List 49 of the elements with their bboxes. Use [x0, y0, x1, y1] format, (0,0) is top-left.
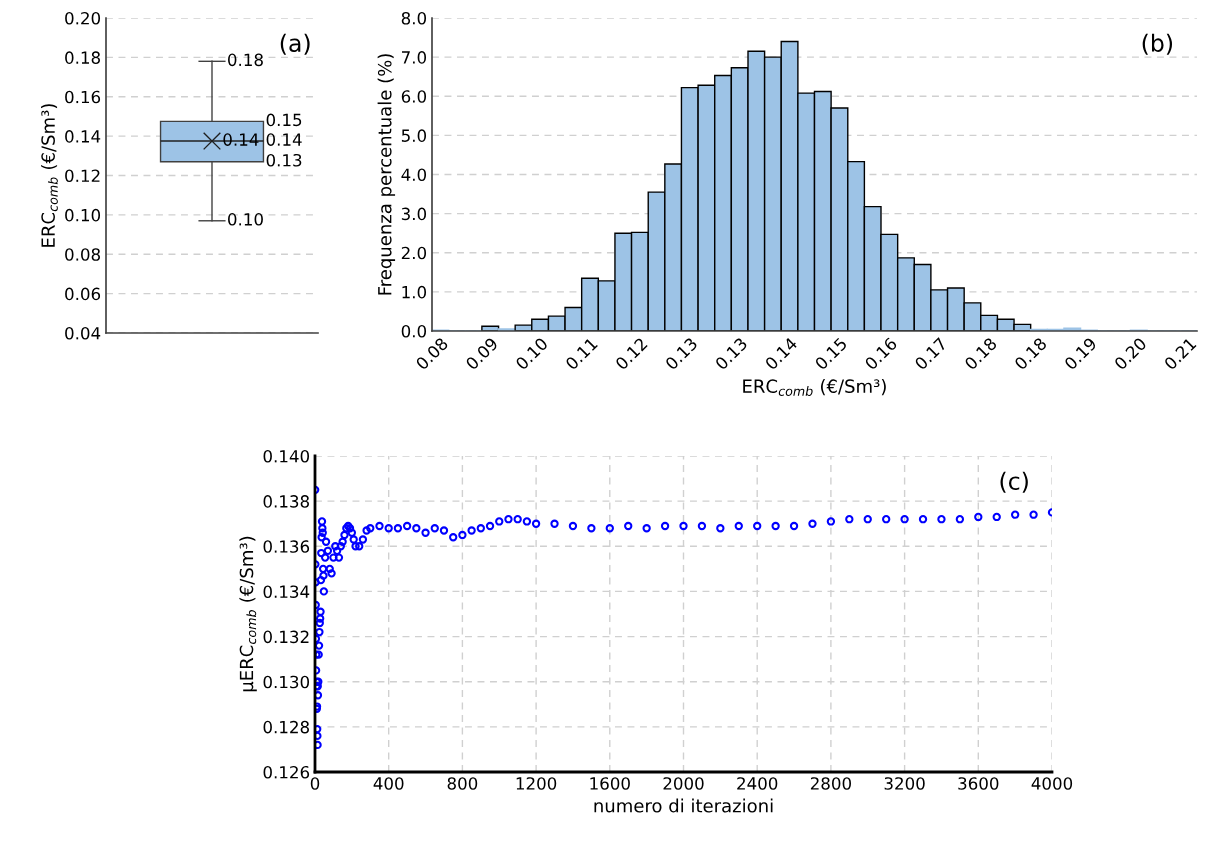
y-tick-label: 0.130	[263, 675, 310, 689]
annotation: (c)	[1000, 471, 1028, 493]
y-tick-label: 3.0	[401, 207, 427, 221]
annotation: (b)	[1142, 33, 1173, 55]
y-axis-title: ERC$_{comb}$ (€/Sm³)	[41, 104, 58, 247]
y-tick-label: 0.138	[263, 495, 309, 508]
annotation: (a)	[280, 33, 310, 55]
x-tick-label: 1200	[516, 777, 557, 790]
x-tick-label: 400	[373, 777, 404, 790]
x-tick-label: 3200	[884, 777, 925, 790]
x-axis-title: numero di iterazioni	[594, 798, 773, 813]
annotation: 0.13	[266, 153, 302, 167]
x-tick-label: 2800	[810, 777, 851, 790]
x-axis-title: ERC$_{comb}$ (€/Sm³)	[743, 379, 886, 396]
y-tick-label: 0.16	[65, 90, 101, 104]
annotation: 0.10	[228, 213, 263, 226]
y-tick-label: 0.08	[65, 248, 100, 261]
x-tick-label: 0	[310, 777, 320, 790]
y-tick-label: 0.18	[65, 51, 100, 64]
x-tick-label: 2400	[737, 777, 778, 790]
y-tick-label: 0.06	[65, 287, 101, 301]
y-tick-label: 4.0	[401, 168, 427, 182]
y-tick-label: 0.14	[65, 130, 101, 143]
x-tick-label: 800	[447, 777, 478, 790]
y-tick-label: 0.04	[65, 326, 101, 340]
y-tick-label: 0.136	[263, 540, 310, 553]
y-tick-label: 0.128	[263, 720, 309, 734]
y-tick-label: 8.0	[401, 11, 427, 25]
y-tick-label: 5.0	[401, 129, 427, 142]
annotation: 0.15	[266, 113, 302, 127]
annotation: 0.18	[228, 53, 263, 67]
y-tick-label: 0.126	[263, 765, 310, 779]
y-tick-label: 0.20	[65, 11, 101, 25]
x-tick-label: 4000	[1031, 777, 1073, 790]
x-tick-label: 2000	[663, 777, 704, 790]
y-tick-label: 6.0	[401, 90, 427, 103]
y-tick-label: 0.140	[263, 449, 310, 463]
y-tick-label: 0.12	[65, 169, 100, 183]
y-tick-label: 2.0	[401, 246, 427, 260]
y-tick-label: 0.10	[65, 208, 101, 222]
y-axis-title: μERC$_{comb}$ (€/Sm³)	[239, 536, 257, 692]
x-tick-label: 3600	[958, 777, 999, 790]
y-tick-label: 0.0	[401, 324, 427, 338]
y-tick-label: 0.134	[263, 585, 310, 598]
y-tick-label: 7.0	[402, 51, 427, 64]
y-axis-title: Frequenza percentuale (%)	[377, 54, 396, 295]
y-tick-label: 0.132	[263, 630, 309, 644]
y-tick-label: 1.0	[402, 285, 427, 299]
x-tick-label: 1600	[590, 777, 630, 790]
